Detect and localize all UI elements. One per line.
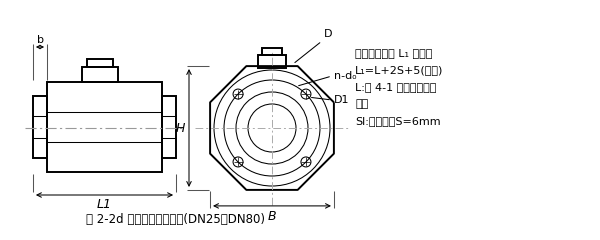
Text: D: D (324, 29, 332, 39)
Bar (162, 96, 176, 158)
Bar (82, 67, 118, 82)
Text: 图 2-2d 一体型电磁流量计(DN25～DN80): 图 2-2d 一体型电磁流量计(DN25～DN80) (86, 213, 265, 226)
Text: B: B (268, 210, 277, 223)
Bar (258, 55, 286, 68)
Text: Sl:接地环，S=6mm: Sl:接地环，S=6mm (355, 116, 440, 126)
Bar (262, 48, 282, 55)
Bar (87, 59, 113, 67)
Text: 注：仪表长度 L₁ 含衬里: 注：仪表长度 L₁ 含衬里 (355, 48, 433, 58)
Text: b: b (37, 35, 44, 45)
Text: L:表 4-1 中仪表理论长: L:表 4-1 中仪表理论长 (355, 82, 436, 92)
Bar (33, 96, 47, 158)
Text: D1: D1 (334, 95, 349, 105)
Text: H: H (176, 121, 185, 134)
Bar (47, 82, 162, 172)
Text: L1: L1 (97, 198, 112, 211)
Text: 度。: 度。 (355, 99, 368, 109)
Text: n-dₒ: n-dₒ (334, 71, 357, 81)
Text: L₁=L+2S+5(允差): L₁=L+2S+5(允差) (355, 65, 443, 75)
